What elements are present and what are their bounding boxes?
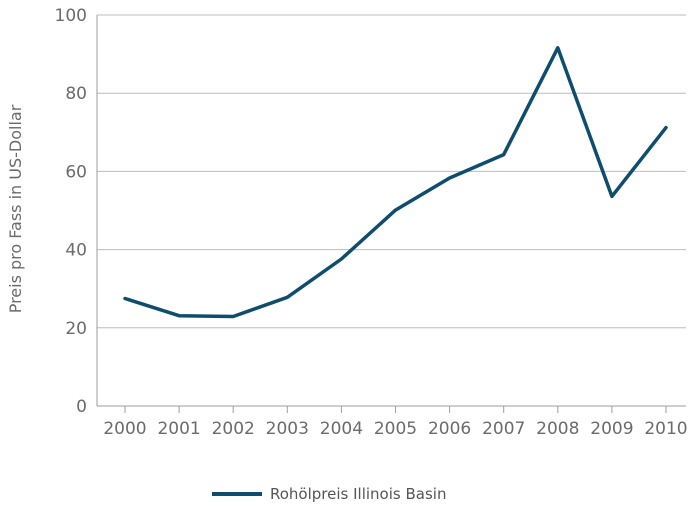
data-point-2003 — [286, 296, 288, 298]
data-point-2004 — [340, 258, 342, 260]
y-axis-title: Preis pro Fass in US-Dollar — [6, 104, 25, 313]
x-tick-label-2000: 2000 — [103, 419, 146, 439]
y-tick-label-20: 20 — [65, 319, 87, 339]
x-tick-label-2006: 2006 — [428, 419, 471, 439]
x-tick-label-2007: 2007 — [482, 419, 525, 439]
grid-lines — [97, 14, 686, 329]
x-tick-label-2010: 2010 — [644, 419, 687, 439]
x-tick-labels: 2000 2001 2002 2003 2004 2005 2006 2007 2008 2009… — [103, 419, 687, 439]
data-point-2006 — [449, 177, 451, 179]
y-tick-label-80: 80 — [65, 84, 87, 104]
x-tick-label-2002: 2002 — [212, 419, 255, 439]
data-point-2002 — [232, 315, 234, 317]
x-tick-label-2005: 2005 — [374, 419, 417, 439]
y-tick-label-100: 100 — [55, 6, 87, 26]
axes — [96, 15, 686, 413]
y-tick-label-40: 40 — [65, 241, 87, 261]
x-tick-label-2004: 2004 — [320, 419, 363, 439]
series-line-0 — [123, 46, 668, 319]
x-tick-label-2001: 2001 — [157, 419, 200, 439]
data-point-2000 — [124, 297, 126, 299]
data-point-2008 — [557, 47, 559, 49]
x-tick-label-2008: 2008 — [536, 419, 579, 439]
y-tick-labels: 0 20 40 60 80 100 — [55, 6, 87, 417]
data-point-2005 — [395, 209, 396, 211]
y-tick-label-60: 60 — [65, 162, 87, 182]
data-point-2001 — [178, 315, 180, 317]
legend: Rohölpreis Illinois Basin — [212, 485, 446, 503]
data-point-2009 — [611, 195, 613, 197]
series-lines — [123, 46, 668, 319]
y-tick-label-0: 0 — [76, 397, 87, 417]
data-point-2010 — [665, 127, 667, 129]
legend-label-rohoelpreis: Rohölpreis Illinois Basin — [270, 485, 446, 503]
data-point-2007 — [503, 154, 505, 156]
x-tick-label-2009: 2009 — [590, 419, 633, 439]
x-tick-label-2003: 2003 — [266, 419, 309, 439]
